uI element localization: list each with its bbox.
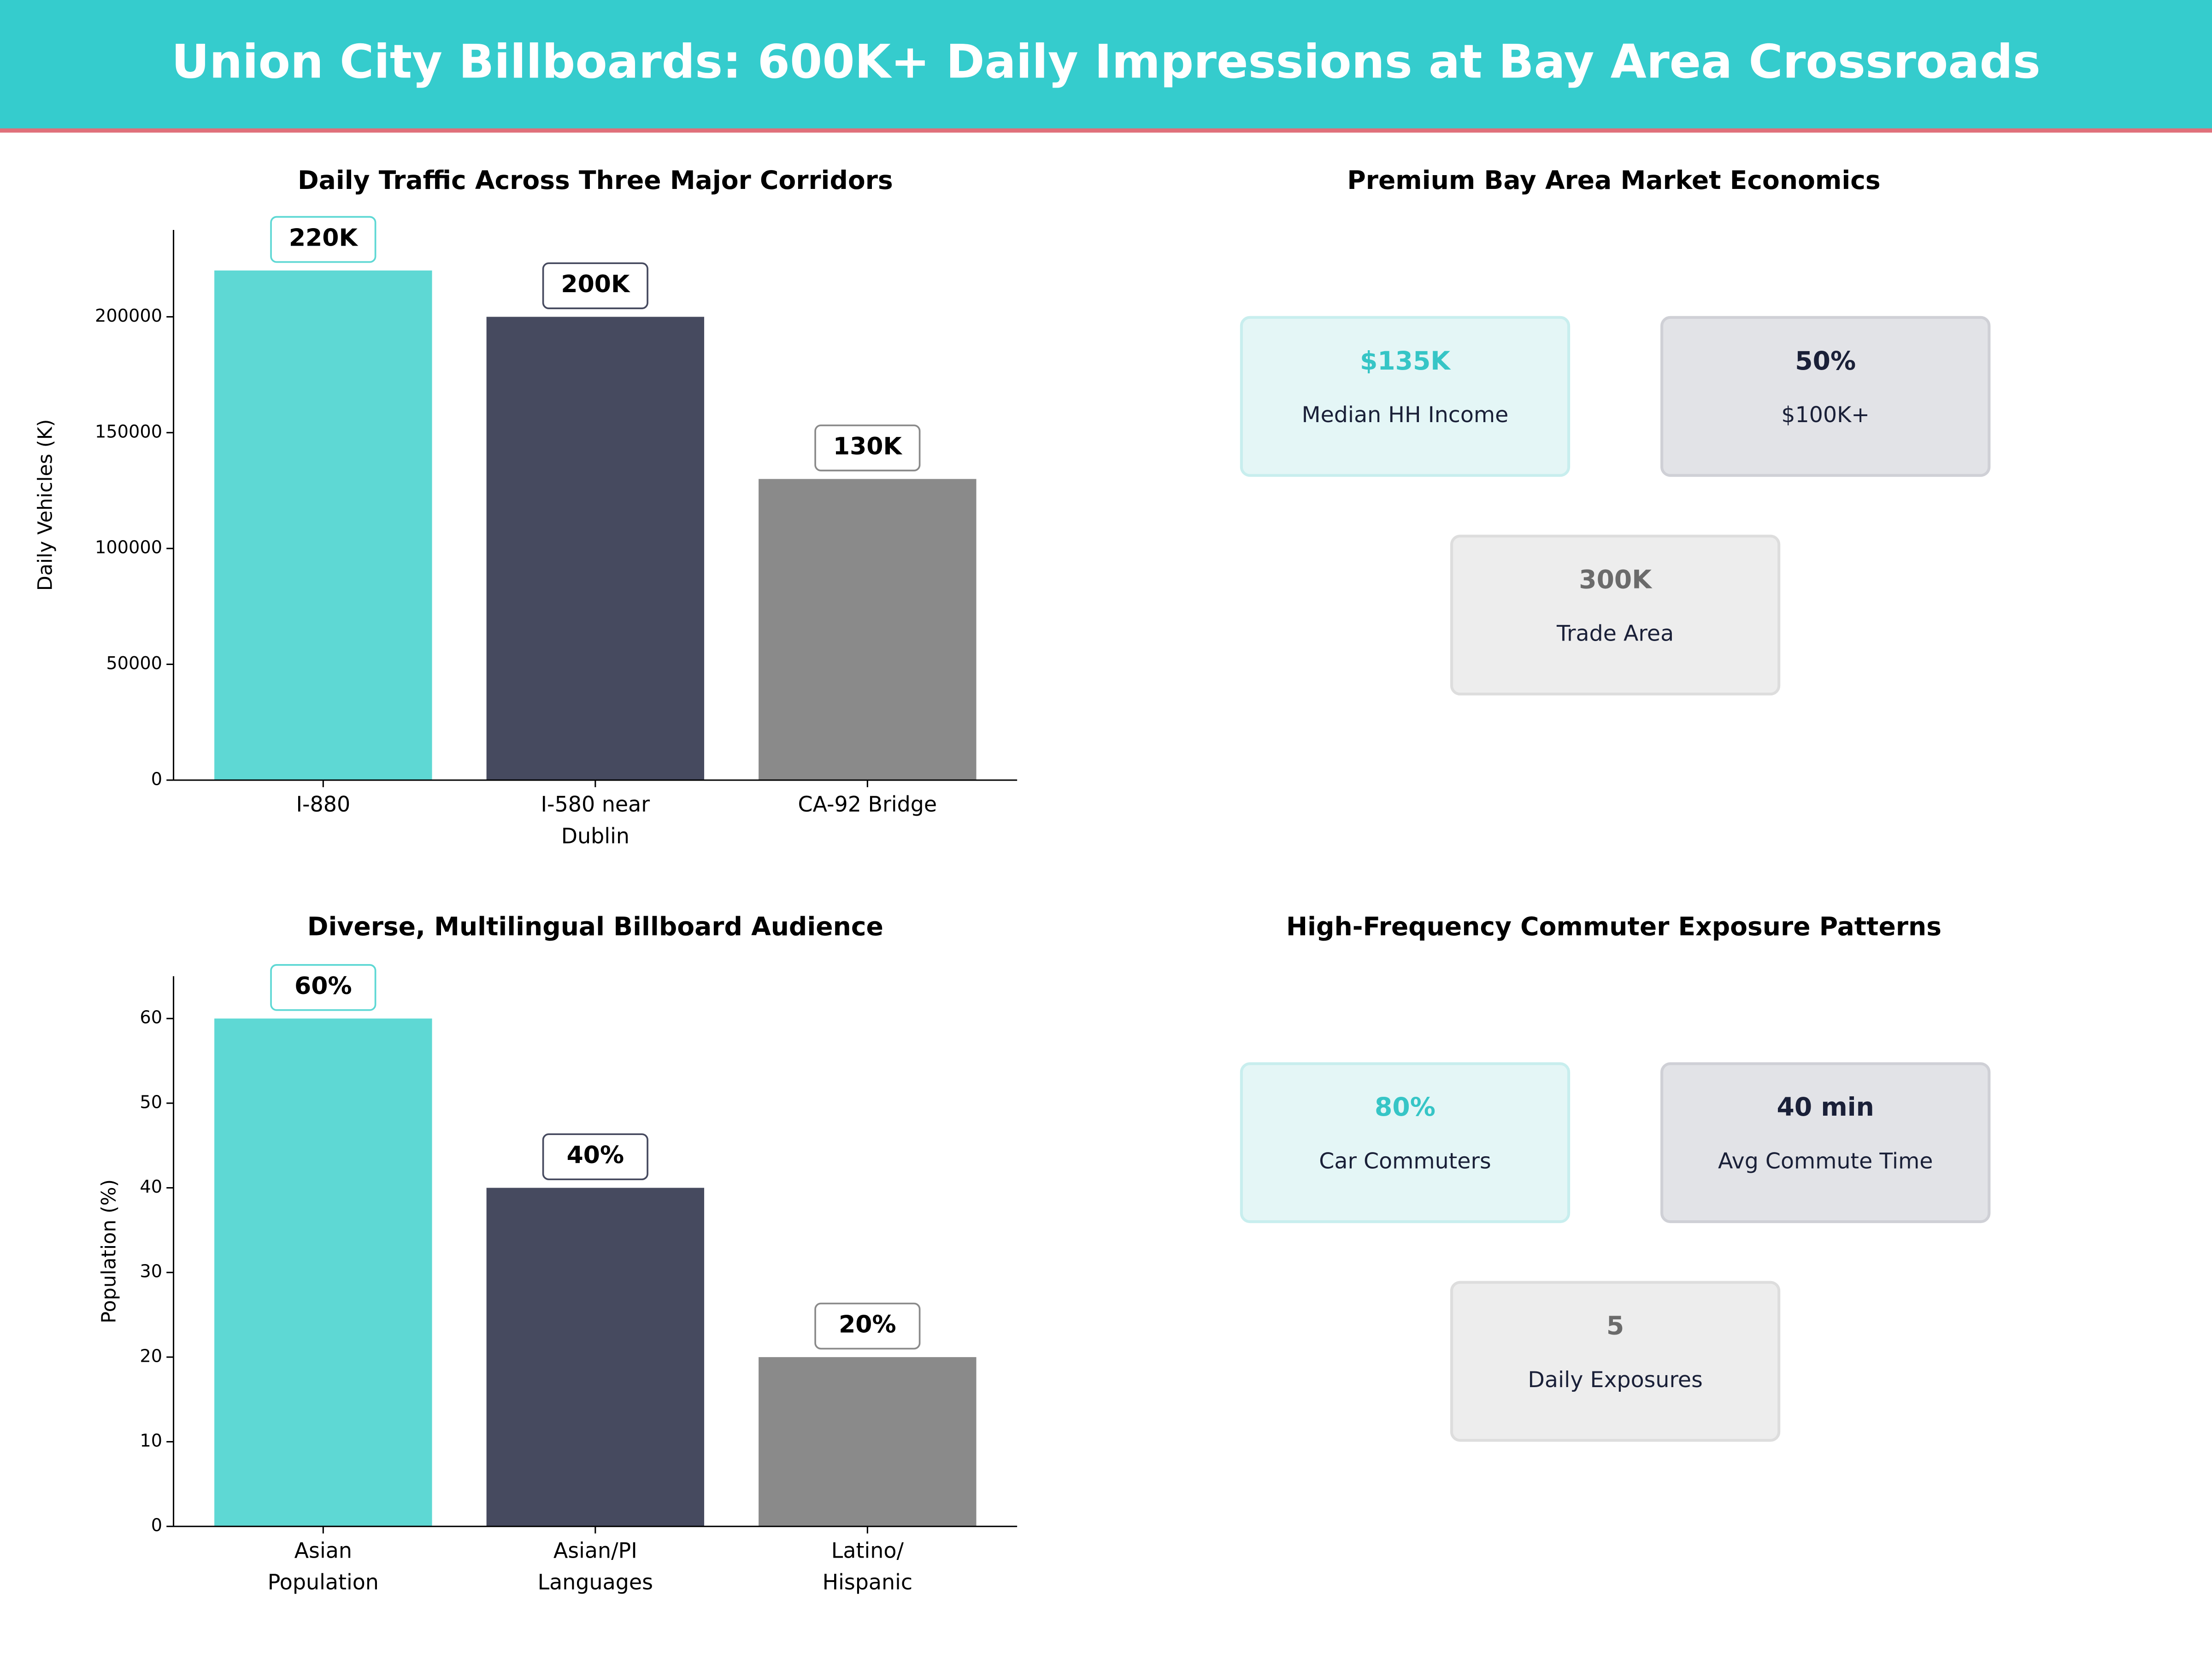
x-tick-label: Asian Population xyxy=(268,1538,379,1594)
value-label-box xyxy=(270,964,377,1011)
value-label-box xyxy=(542,262,648,309)
value-label-box xyxy=(270,216,377,263)
kpi-card xyxy=(1660,1062,1991,1224)
x-tick-label: Asian/PI Languages xyxy=(538,1538,653,1594)
value-label: 200K xyxy=(561,271,630,298)
y-tick-label: 0 xyxy=(151,769,162,789)
header-rule xyxy=(0,128,2212,133)
y-tick-label: 40 xyxy=(140,1177,162,1197)
value-label: 220K xyxy=(289,224,359,252)
kpi-label: Median HH Income xyxy=(1302,402,1509,428)
y-tick-label: 50 xyxy=(140,1092,162,1112)
kpi-label: Car Commuters xyxy=(1319,1148,1491,1174)
x-tick-label: Latino/Hispanic xyxy=(823,1538,913,1594)
bar xyxy=(214,1018,432,1527)
kpi-value: 50% xyxy=(1795,346,1856,376)
kpi-card xyxy=(1240,316,1571,477)
page-title: Union City Billboards: 600K+ Daily Impre… xyxy=(171,35,2041,89)
kpi-value: 40 min xyxy=(1777,1092,1874,1122)
y-axis-label: Daily Vehicles (K) xyxy=(34,419,57,591)
panel-title: Premium Bay Area Market Economics xyxy=(1347,165,1880,195)
kpi-card xyxy=(1240,1062,1571,1224)
value-label-box xyxy=(814,1302,921,1350)
kpi-label: Daily Exposures xyxy=(1528,1367,1702,1393)
kpi-value: 5 xyxy=(1606,1311,1624,1341)
bar xyxy=(759,479,977,780)
value-label: 20% xyxy=(839,1311,896,1339)
bar xyxy=(486,1188,705,1527)
value-label: 130K xyxy=(833,433,903,460)
x-tick-label: I-580 near Dublin xyxy=(541,791,650,848)
y-axis-label: Population (%) xyxy=(97,1179,120,1324)
bar xyxy=(759,1357,977,1527)
y-tick-label: 200000 xyxy=(95,306,162,326)
kpi-label: Trade Area xyxy=(1556,621,1674,647)
kpi-value: $135K xyxy=(1360,346,1451,376)
kpi-label: Avg Commute Time xyxy=(1718,1148,1933,1174)
panel-title: High-Frequency Commuter Exposure Pattern… xyxy=(1286,912,1941,941)
kpi-value: 300K xyxy=(1579,565,1653,594)
x-tick-label: I-880 xyxy=(296,791,350,816)
value-label-box xyxy=(542,1133,648,1181)
value-label: 40% xyxy=(567,1141,624,1169)
kpi-card xyxy=(1660,316,1991,477)
y-tick-label: 20 xyxy=(140,1346,162,1366)
y-tick-label: 0 xyxy=(151,1515,162,1536)
y-tick-label: 100000 xyxy=(95,537,162,558)
y-tick-label: 50000 xyxy=(106,653,162,674)
kpi-card xyxy=(1450,1281,1781,1442)
x-tick-label: CA-92 Bridge xyxy=(798,791,937,816)
kpi-label: $100K+ xyxy=(1781,402,1870,428)
value-label-box xyxy=(814,424,921,471)
value-label: 60% xyxy=(294,972,352,1000)
y-tick-label: 10 xyxy=(140,1430,162,1451)
header-band xyxy=(0,0,2212,130)
y-tick-label: 30 xyxy=(140,1261,162,1282)
chart-title: Diverse, Multilingual Billboard Audience xyxy=(307,912,883,941)
kpi-card xyxy=(1450,535,1781,696)
chart-title: Daily Traffic Across Three Major Corrido… xyxy=(298,165,893,195)
bar xyxy=(486,317,705,780)
bar xyxy=(214,270,432,780)
y-tick-label: 150000 xyxy=(95,421,162,442)
kpi-value: 80% xyxy=(1375,1092,1435,1122)
y-tick-label: 60 xyxy=(140,1007,162,1028)
